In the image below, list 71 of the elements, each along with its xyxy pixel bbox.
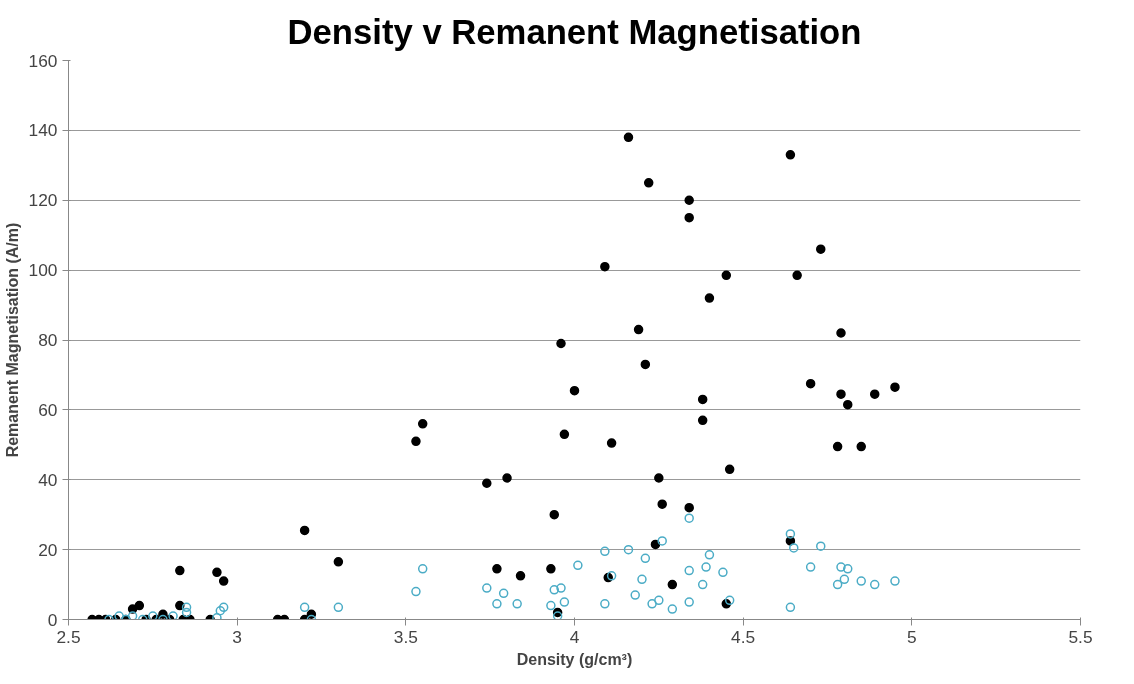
point <box>836 562 846 572</box>
point <box>181 607 192 618</box>
point <box>573 560 583 571</box>
point <box>684 513 694 523</box>
point <box>718 567 728 578</box>
point <box>630 590 640 600</box>
point <box>492 599 502 609</box>
x-tick-label: 4.5 <box>731 626 756 647</box>
point <box>606 571 617 581</box>
point <box>498 588 509 599</box>
point <box>785 529 796 539</box>
point <box>552 611 563 620</box>
point <box>869 579 880 590</box>
point <box>667 604 678 614</box>
y-axis-title: Remanent Magnetisation (A/m) <box>3 222 21 458</box>
point <box>411 586 421 597</box>
point <box>600 546 610 557</box>
y-tick-label: 140 <box>28 120 58 141</box>
point <box>623 544 634 555</box>
point <box>647 599 657 609</box>
point <box>482 583 492 593</box>
point <box>215 606 226 616</box>
y-tick-label: 0 <box>47 609 58 630</box>
point <box>212 613 222 620</box>
point <box>657 536 667 546</box>
point <box>701 562 711 572</box>
y-tick-label: 60 <box>38 399 58 420</box>
point <box>640 553 651 564</box>
x-tick-label: 3.5 <box>393 626 418 647</box>
point <box>559 597 570 607</box>
point <box>181 602 192 613</box>
point <box>168 611 178 620</box>
y-tick-label: 80 <box>38 330 58 350</box>
x-tick-label: 2.5 <box>56 626 81 647</box>
y-tick-label: 100 <box>28 260 58 281</box>
point <box>724 595 735 606</box>
point <box>549 585 560 595</box>
point <box>832 579 843 590</box>
x-tick-label: 5.5 <box>1068 626 1093 647</box>
point <box>842 564 853 574</box>
point <box>637 574 647 585</box>
point <box>512 599 522 609</box>
point <box>684 565 694 576</box>
y-tick-label: 120 <box>28 190 58 211</box>
point <box>600 599 610 609</box>
point <box>417 564 428 574</box>
y-tick-label: 20 <box>38 539 58 560</box>
point <box>654 595 664 606</box>
x-tick-label: 4 <box>569 626 580 647</box>
x-tick-label: 3 <box>232 626 242 647</box>
point <box>333 602 344 613</box>
point <box>546 600 556 611</box>
x-tick-label: 5 <box>907 626 917 647</box>
chart-title: Density v Remanent Magnetisation <box>287 12 862 51</box>
point <box>697 579 708 590</box>
point <box>127 611 138 620</box>
x-axis-title: Density (g/cm³) <box>516 650 633 668</box>
point <box>785 602 796 613</box>
point <box>704 550 715 560</box>
point <box>805 562 816 572</box>
point <box>856 576 866 586</box>
y-tick-label: 160 <box>28 50 58 71</box>
point <box>684 597 694 607</box>
point <box>556 583 566 593</box>
point <box>816 541 826 551</box>
point <box>789 543 799 553</box>
point <box>839 574 850 585</box>
point <box>218 602 229 613</box>
point <box>890 576 900 586</box>
y-tick-label: 40 <box>38 469 58 490</box>
point <box>299 602 310 613</box>
